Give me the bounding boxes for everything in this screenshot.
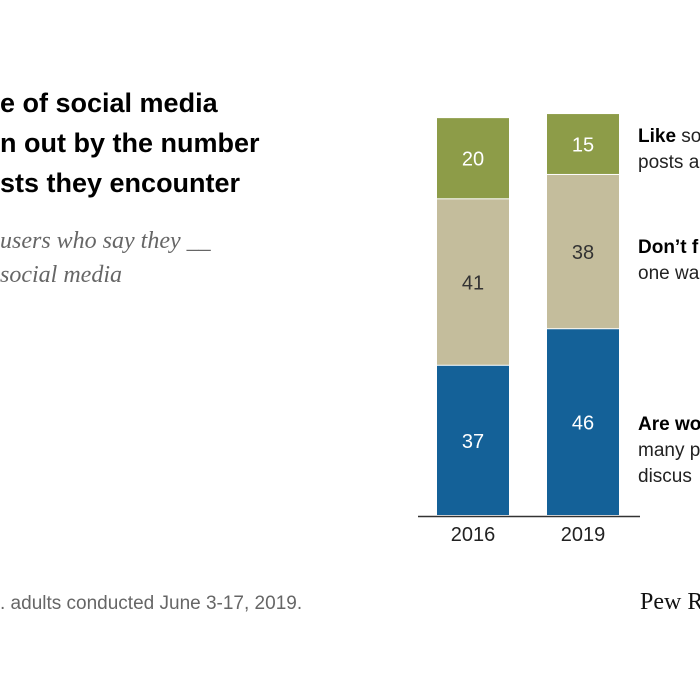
legend-label-like: Like so posts a (638, 124, 700, 176)
legend-worn-out-line2: many p (638, 440, 700, 461)
data-label-dont-feel-2019: 38 (572, 242, 594, 264)
legend-worn-out-line3: discus (638, 466, 692, 487)
legend-dont-feel-bold: Don’t f (638, 237, 699, 258)
legend-dont-feel-line2: one wa (638, 263, 700, 284)
data-label-dont-feel-2016: 41 (462, 273, 484, 295)
brand-logo-text: Pew R (640, 589, 700, 615)
legend-like-rest: so (676, 126, 700, 147)
subtitle-line: users who say they __ (0, 228, 211, 254)
legend-worn-out-bold: Are wo (638, 414, 700, 435)
legend-like-line2: posts a (638, 152, 700, 173)
legend-like-bold: Like (638, 126, 677, 147)
x-tick-label-2019: 2019 (561, 524, 606, 546)
title-line: sts they encounter (0, 168, 241, 198)
x-tick-label-2016: 2016 (451, 524, 496, 546)
bar-segment-worn-out-2019 (547, 329, 619, 515)
bar-segment-worn-out-2016 (437, 365, 509, 515)
data-label-worn-out-2019: 46 (572, 413, 594, 435)
title-line: n out by the number (0, 128, 260, 158)
bar-segment-like-2019 (547, 114, 619, 174)
title-line: e of social media (0, 88, 218, 118)
data-label-like-2016: 20 (462, 149, 484, 171)
legend-label-worn-out: Are wo many p discus (638, 412, 700, 490)
bar-segment-dont-feel-2016 (437, 199, 509, 365)
bar-segment-dont-feel-2019 (547, 174, 619, 329)
source-note: . adults conducted June 3-17, 2019. (0, 593, 303, 614)
bar-segment-like-2016 (437, 118, 509, 199)
data-label-like-2019: 15 (572, 135, 594, 157)
legend-label-dont-feel: Don’t f one wa (638, 235, 699, 287)
subtitle-line: social media (0, 262, 122, 288)
data-label-worn-out-2016: 37 (462, 431, 484, 453)
